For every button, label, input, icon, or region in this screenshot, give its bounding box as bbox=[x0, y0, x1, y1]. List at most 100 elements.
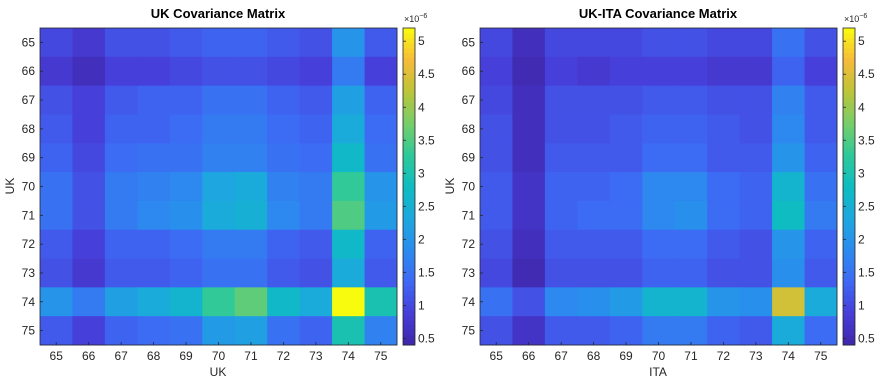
heatmap-cell bbox=[72, 172, 106, 202]
heatmap-cell bbox=[364, 172, 398, 202]
colorbar-tick-label: 3.5 bbox=[858, 133, 875, 147]
heatmap-cell bbox=[674, 229, 708, 259]
heatmap-cell bbox=[104, 229, 138, 259]
heatmap-cell bbox=[299, 85, 333, 115]
colorbar-segment bbox=[403, 325, 415, 331]
colorbar-tick-label: 3 bbox=[418, 166, 425, 180]
heatmap-cell bbox=[169, 258, 203, 288]
heatmap-cell bbox=[137, 287, 171, 317]
heatmap-cell bbox=[544, 287, 578, 317]
heatmap-cells bbox=[40, 28, 398, 346]
heatmap-cell bbox=[104, 85, 138, 115]
heatmap-cell bbox=[72, 28, 106, 58]
colorbar-tick-label: 3 bbox=[858, 166, 865, 180]
colorbar-segment bbox=[843, 62, 855, 69]
heatmap-cell bbox=[299, 258, 333, 288]
heatmap-cell bbox=[707, 229, 741, 259]
colorbar-segment bbox=[843, 340, 855, 346]
colorbar-segment bbox=[843, 226, 855, 232]
colorbar-segment bbox=[403, 72, 415, 79]
colorbar-segment bbox=[843, 102, 855, 108]
heatmap-cell bbox=[169, 172, 203, 202]
colorbar-segment bbox=[843, 171, 855, 178]
colorbar-segment bbox=[843, 52, 855, 59]
heatmap-cell bbox=[202, 28, 236, 58]
x-tick-label: 75 bbox=[814, 349, 828, 363]
colorbar-segment bbox=[403, 255, 415, 262]
colorbar-segment bbox=[403, 28, 415, 34]
colorbar-segment bbox=[403, 335, 415, 341]
colorbar-frame bbox=[842, 27, 856, 346]
x-tick-label: 65 bbox=[50, 349, 64, 363]
heatmap-cell bbox=[137, 28, 171, 58]
colorbar-segment bbox=[403, 136, 415, 143]
heatmap-cell bbox=[137, 143, 171, 173]
colorbar-segment bbox=[843, 112, 855, 118]
heatmap-cell bbox=[332, 287, 365, 317]
colorbar-segment bbox=[843, 191, 855, 197]
colorbar-segment bbox=[843, 181, 855, 187]
colorbar-segment bbox=[403, 176, 415, 183]
heatmap-cell bbox=[804, 316, 838, 346]
colorbar-tick-label: 1 bbox=[858, 298, 865, 312]
heatmap-cell bbox=[772, 287, 805, 317]
heatmap-cell bbox=[299, 114, 333, 144]
heatmap-cell bbox=[364, 85, 398, 115]
heatmap-cell bbox=[642, 200, 676, 231]
colorbar-tick-label: 4 bbox=[418, 100, 425, 114]
heatmap-cell bbox=[40, 172, 73, 202]
colorbar-segment bbox=[843, 211, 855, 217]
heatmap-cell bbox=[772, 85, 805, 115]
colorbar-segment bbox=[843, 265, 855, 272]
colorbar-segment bbox=[403, 161, 415, 168]
colorbar-segment bbox=[403, 295, 415, 301]
colorbar-segment bbox=[843, 186, 855, 192]
heatmap-cell bbox=[104, 316, 138, 346]
heatmap-cell bbox=[544, 56, 578, 87]
heatmap-cell bbox=[169, 143, 203, 173]
heatmap-cell bbox=[332, 85, 365, 115]
heatmap-cell bbox=[577, 85, 611, 115]
colorbar-segment bbox=[843, 245, 855, 252]
colorbar-segment bbox=[843, 236, 855, 242]
chart-title: UK Covariance Matrix bbox=[151, 6, 286, 21]
heatmap-cell bbox=[137, 114, 171, 144]
heatmap-cell bbox=[299, 56, 333, 87]
heatmap-cell bbox=[169, 85, 203, 115]
y-axis-label: UK bbox=[443, 178, 457, 195]
heatmap-cell bbox=[169, 200, 203, 231]
x-tick-labels: 65 66 67 68 69 70 71 72 73 74 75 bbox=[50, 342, 388, 363]
colorbar-segment bbox=[403, 47, 415, 54]
heatmap-cell bbox=[674, 143, 708, 173]
x-tick-label: 71 bbox=[684, 349, 698, 363]
colorbar-segment bbox=[843, 310, 855, 316]
heatmap-cell bbox=[267, 143, 301, 173]
colorbar-segment bbox=[403, 260, 415, 267]
colorbar-segment bbox=[843, 335, 855, 341]
colorbar-segment bbox=[403, 117, 415, 123]
colorbar-tick-label: 1 bbox=[418, 298, 425, 312]
heatmap-cell bbox=[674, 316, 708, 346]
heatmap-cell bbox=[674, 258, 708, 288]
colorbar-tick-label: 2 bbox=[858, 232, 865, 246]
heatmap-cell bbox=[202, 143, 236, 173]
heatmap-cell bbox=[739, 172, 773, 202]
heatmap-cell bbox=[772, 114, 805, 144]
colorbar-segment bbox=[403, 270, 415, 277]
colorbar-segment bbox=[843, 250, 855, 257]
heatmap-cell bbox=[739, 85, 773, 115]
y-axis-label: UK bbox=[3, 178, 17, 195]
heatmap-cell bbox=[104, 258, 138, 288]
colorbar-tick-label: 1.5 bbox=[418, 265, 435, 279]
heatmap-cell bbox=[40, 316, 73, 346]
heatmap-cell bbox=[512, 258, 546, 288]
x-tick-label: 73 bbox=[749, 349, 763, 363]
heatmap-cell bbox=[512, 172, 546, 202]
x-tick-label: 71 bbox=[244, 349, 258, 363]
heatmap-cell bbox=[707, 172, 741, 202]
colorbar-tick-label: 2.5 bbox=[418, 199, 435, 213]
heatmap-cell bbox=[739, 143, 773, 173]
heatmap-cell bbox=[137, 56, 171, 87]
heatmap-cell bbox=[40, 143, 73, 173]
colorbar-segment bbox=[843, 136, 855, 143]
